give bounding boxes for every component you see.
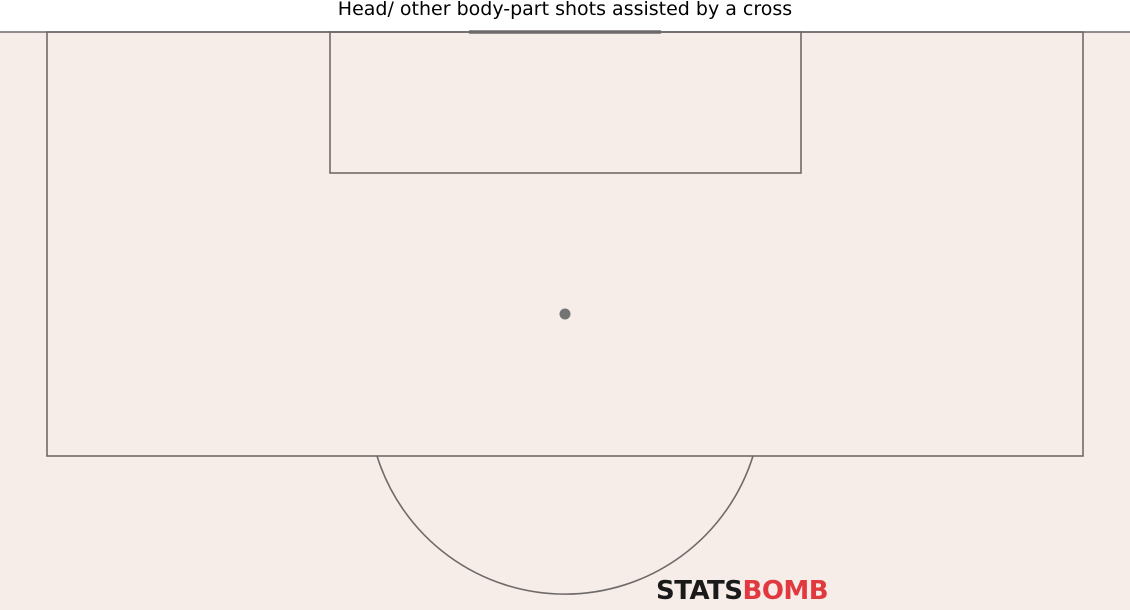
pitch-surface	[0, 32, 1130, 610]
logo-text-bomb: BOMB	[742, 576, 829, 606]
logo-text-stats: STATS	[656, 576, 743, 606]
penalty-arc	[376, 455, 754, 595]
statsbomb-logo: STATS BOMB	[656, 575, 829, 607]
chart-title: Head/ other body-part shots assisted by …	[337, 0, 793, 20]
penalty-spot	[559, 308, 571, 320]
